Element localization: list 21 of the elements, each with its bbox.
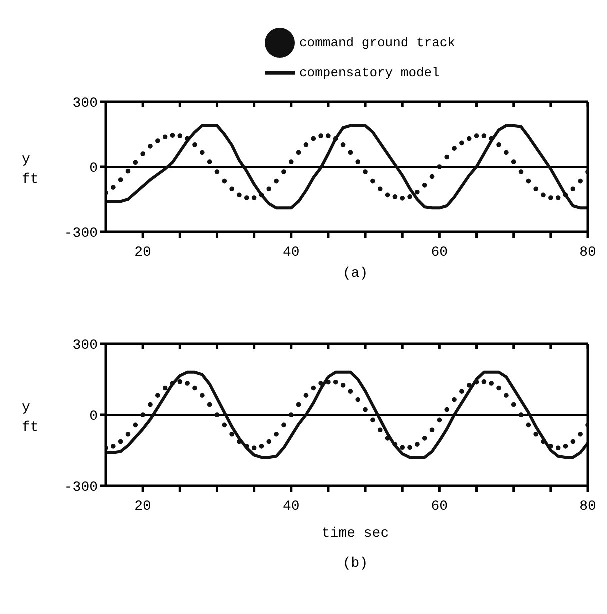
y-tick-label: 300 bbox=[72, 96, 98, 112]
text: (b) bbox=[342, 556, 370, 572]
x-tick-label: 60 bbox=[431, 244, 448, 261]
x-tick-label: 60 bbox=[431, 498, 448, 515]
y-axis-title: y ft bbox=[22, 400, 39, 436]
x-tick-label: 40 bbox=[282, 498, 300, 515]
x-tick-label: 80 bbox=[580, 498, 596, 515]
x-tick-label: 20 bbox=[134, 498, 152, 515]
y-axis-title: y ft bbox=[22, 152, 39, 188]
y-tick-label: 300 bbox=[72, 338, 98, 354]
y-tick-label: -300 bbox=[64, 480, 98, 496]
x-tick-label: 20 bbox=[134, 244, 152, 261]
text: (a) bbox=[342, 266, 370, 282]
y-tick-label: -300 bbox=[64, 226, 98, 242]
legend-label: command ground track bbox=[299, 35, 456, 50]
y-tick-label: 0 bbox=[90, 408, 98, 425]
x-tick-label: 40 bbox=[282, 244, 300, 261]
legend-label: compensatory model bbox=[299, 65, 440, 80]
y-tick-label: 0 bbox=[90, 160, 98, 177]
x-tick-label: 80 bbox=[580, 244, 596, 261]
x-axis-title: time sec bbox=[320, 526, 390, 542]
